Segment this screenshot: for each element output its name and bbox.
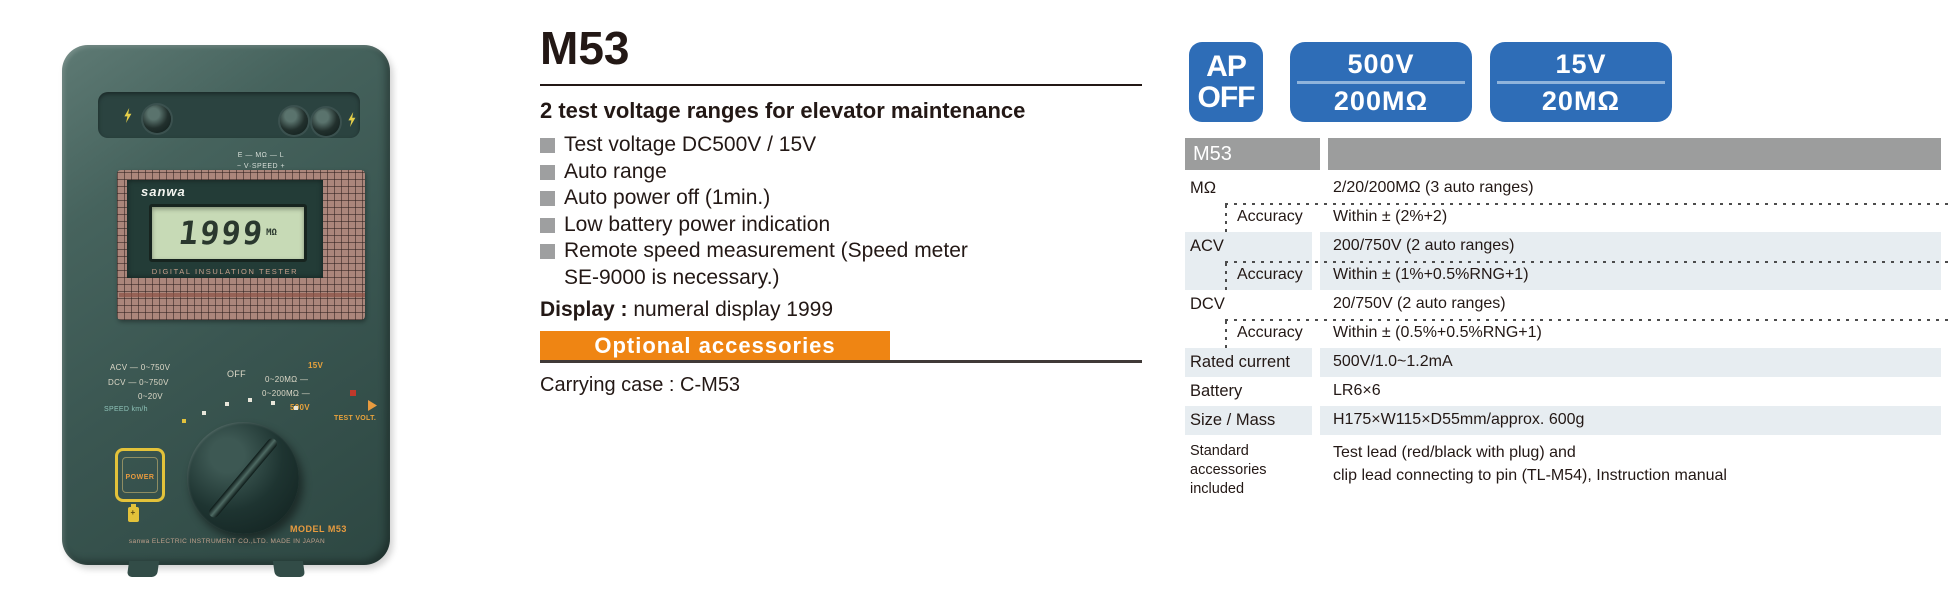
page-title: M53 xyxy=(540,22,630,74)
terminal-jack xyxy=(143,105,171,133)
bullet-square-icon xyxy=(540,217,555,233)
bullet-square-icon xyxy=(540,164,555,180)
dial-tick xyxy=(248,398,252,402)
tagline: 2 test voltage ranges for elevator maint… xyxy=(540,98,1026,124)
power-button[interactable]: POWER xyxy=(115,448,165,502)
bullet-square-icon xyxy=(540,138,555,154)
lightning-icon xyxy=(124,108,132,123)
range-label-dcv: DCV — 0~750V xyxy=(108,378,169,387)
panel-title: DIGITAL INSULATION TESTER xyxy=(151,267,299,276)
dial-off-label: OFF xyxy=(227,369,246,379)
arrow-icon xyxy=(368,400,377,411)
dial-tick xyxy=(294,406,298,410)
badge-auto-power-off: AP OFF xyxy=(1189,42,1263,122)
battery-icon xyxy=(128,504,139,522)
maker-line: sanwa ELECTRIC INSTRUMENT CO.,LTD. MADE … xyxy=(128,538,326,545)
device-body: E — MΩ — L − V·SPEED + sanwa 1999 MΩ DIG… xyxy=(62,45,390,565)
bullet-square-icon xyxy=(540,244,555,260)
display-spec-value: numeral display 1999 xyxy=(633,298,833,322)
lcd-unit: MΩ xyxy=(266,227,277,238)
description-column: M53 2 test voltage ranges for elevator m… xyxy=(540,24,1142,397)
table-row: MΩ 2/20/200MΩ (3 auto ranges) xyxy=(1190,179,1534,197)
dial-tick xyxy=(271,401,275,405)
table-row: Accuracy Within ± (1%+0.5%RNG+1) xyxy=(1185,261,1948,290)
range-label-acv: ACV — 0~750V xyxy=(110,363,171,372)
range-label-200m: 0~200MΩ — xyxy=(262,389,311,398)
device-model-label: MODEL M53 xyxy=(290,524,347,534)
badge-15v-20mohm: 15V 20MΩ xyxy=(1490,42,1672,122)
terminal-jack xyxy=(312,108,340,136)
device-foot xyxy=(126,561,160,577)
feature-item: Low battery power indication xyxy=(540,212,1142,239)
spec-table-header-fill xyxy=(1328,138,1941,170)
optional-accessories-rule: Optional accessories xyxy=(540,331,1142,364)
lcd-reading: 1999 xyxy=(176,214,267,252)
table-row: Rated current 500V/1.0~1.2mA xyxy=(1185,348,1941,377)
rotary-knob[interactable] xyxy=(187,422,299,534)
terminal-jack xyxy=(280,107,308,135)
product-photo: E — MΩ — L − V·SPEED + sanwa 1999 MΩ DIG… xyxy=(62,45,392,580)
table-row: Standard accessories included Test lead … xyxy=(1190,443,1727,497)
display-spec-line: Display : numeral display 1999 xyxy=(540,298,1142,322)
display-panel: sanwa 1999 MΩ DIGITAL INSULATION TESTER xyxy=(127,180,323,278)
table-row: Battery LR6×6 xyxy=(1190,382,1381,400)
badge-divider xyxy=(1497,80,1665,84)
display-bezel: sanwa 1999 MΩ DIGITAL INSULATION TESTER xyxy=(117,170,365,320)
feature-item: Test voltage DC500V / 15V xyxy=(540,132,1142,159)
optional-accessories-banner: Optional accessories xyxy=(540,331,890,361)
optional-accessory-item: Carrying case : C-M53 xyxy=(540,374,741,397)
dial-tick xyxy=(225,402,229,406)
power-button-label: POWER xyxy=(125,474,155,481)
dial-tick-yellow xyxy=(182,419,186,423)
bezel-trim xyxy=(119,293,365,297)
feature-item: Auto range xyxy=(540,159,1142,186)
power-button-inner: POWER xyxy=(121,457,159,493)
spec-table: M53 MΩ 2/20/200MΩ (3 auto ranges) Accura… xyxy=(1185,138,1948,499)
knob-ridge xyxy=(207,436,279,520)
badge-divider xyxy=(1297,80,1465,84)
test-volt-note: TEST VOLT. xyxy=(334,415,377,422)
brand-logo: sanwa xyxy=(141,184,186,199)
feature-item: Remote speed measurement (Speed meter SE… xyxy=(540,238,1142,291)
range-label-500v: 500V xyxy=(290,403,310,412)
table-row: Size / Mass H175×W115×D55mm/approx. 600g xyxy=(1185,406,1941,435)
display-spec-label: Display : xyxy=(540,298,628,322)
spec-table-header-model: M53 xyxy=(1185,138,1320,170)
device-foot xyxy=(272,561,306,577)
table-row: Accuracy Within ± (0.5%+0.5%RNG+1) xyxy=(1185,319,1948,348)
terminal-markings: E — MΩ — L − V·SPEED + xyxy=(236,152,286,170)
range-label-speed: SPEED km/h xyxy=(104,406,148,413)
range-label-dcv2: 0~20V xyxy=(138,392,163,401)
dial-tick xyxy=(202,411,206,415)
range-label-15v: 15V xyxy=(308,361,324,370)
title-rule xyxy=(540,84,1142,87)
bullet-square-icon xyxy=(540,191,555,207)
badge-500v-200mohm: 500V 200MΩ xyxy=(1290,42,1472,122)
table-row: Accuracy Within ± (2%+2) xyxy=(1185,203,1948,232)
range-label-20m: 0~20MΩ — xyxy=(265,375,309,384)
spec-table-header: M53 xyxy=(1185,138,1941,170)
feature-item: Auto power off (1min.) xyxy=(540,185,1142,212)
table-row: ACV 200/750V (2 auto ranges) xyxy=(1185,232,1941,261)
lightning-icon xyxy=(348,112,356,127)
lcd-display: 1999 MΩ xyxy=(149,204,307,262)
feature-badges: AP OFF 500V 200MΩ 15V 20MΩ xyxy=(1189,42,1672,122)
high-voltage-dot xyxy=(350,390,356,396)
feature-list: Test voltage DC500V / 15V Auto range Aut… xyxy=(540,132,1142,291)
table-row: DCV 20/750V (2 auto ranges) xyxy=(1190,295,1506,313)
